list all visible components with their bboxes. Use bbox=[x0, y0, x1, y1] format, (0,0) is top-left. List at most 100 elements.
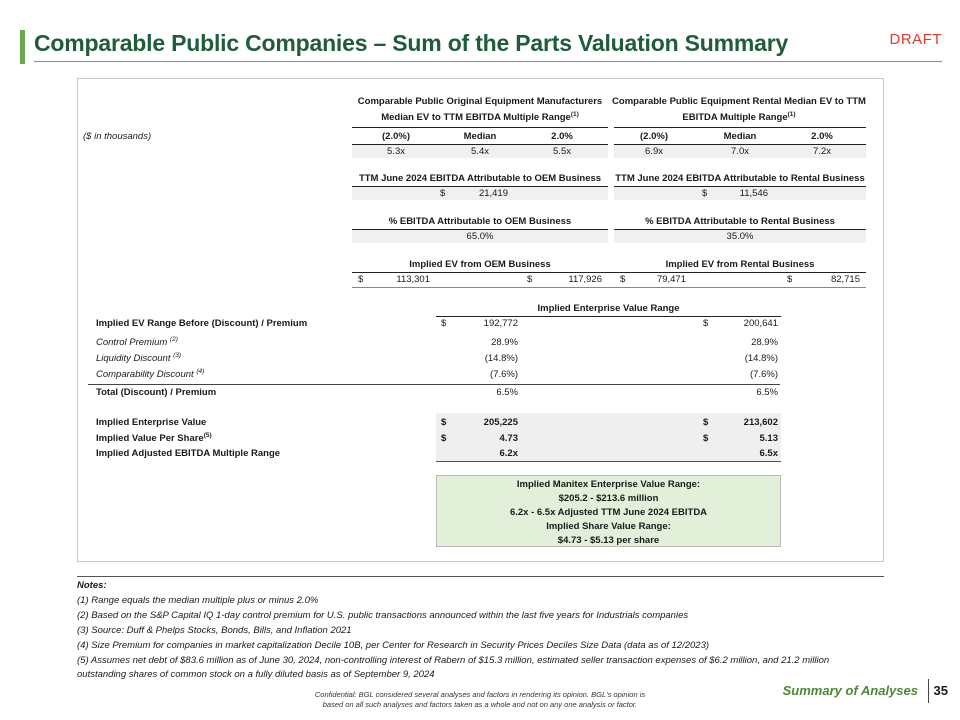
range-row-sup: (4) bbox=[196, 367, 205, 375]
oem-pct-rule bbox=[352, 229, 608, 230]
range-header-rule bbox=[436, 316, 781, 317]
summary-line: $4.73 - $5.13 per share bbox=[557, 535, 660, 546]
range-row-low: 28.9% bbox=[491, 337, 518, 348]
notes-heading: Notes: bbox=[77, 580, 107, 591]
confidential-footer: Confidential: BGL considered several ana… bbox=[280, 690, 680, 710]
oem-pct-shade bbox=[352, 230, 608, 243]
summary-line: $205.2 - $213.6 million bbox=[558, 493, 659, 504]
range-row-high: 200,641 bbox=[743, 318, 778, 329]
rental-ebitda-rule bbox=[614, 186, 866, 187]
oem-mult-low: 5.3x bbox=[387, 146, 405, 157]
rental-ev-label: Implied EV from Rental Business bbox=[665, 259, 815, 270]
oem-ev-low-currency: $ bbox=[358, 274, 364, 285]
title-accent-bar bbox=[20, 30, 25, 64]
oem-col-mid: Median bbox=[463, 131, 497, 142]
oem-col-rule bbox=[352, 144, 608, 145]
oem-multiples-shade bbox=[352, 145, 608, 158]
confidential-line: Confidential: BGL considered several ana… bbox=[314, 690, 646, 699]
range-row-low: 205,225 bbox=[483, 417, 518, 428]
oem-ev-low: 113,301 bbox=[396, 274, 430, 285]
oem-col-low: (2.0%) bbox=[382, 131, 410, 142]
range-row-label: Implied Value Per Share(5) bbox=[96, 431, 212, 444]
note-line: (1) Range equals the median multiple plu… bbox=[77, 595, 319, 606]
range-row-low: (14.8%) bbox=[484, 353, 518, 364]
range-header: Implied Enterprise Value Range bbox=[537, 303, 680, 314]
range-row-low: (7.6%) bbox=[490, 369, 518, 380]
draft-label: DRAFT bbox=[889, 31, 942, 48]
note-line: (3) Source: Duff & Phelps Stocks, Bonds,… bbox=[77, 625, 352, 636]
summary-line: Implied Share Value Range: bbox=[546, 521, 671, 532]
range-row-high: 6.5x bbox=[759, 448, 779, 459]
oem-ebitda-value: 21,419 bbox=[478, 188, 508, 199]
oem-header-sup: (1) bbox=[570, 110, 579, 118]
range-row-high: 213,602 bbox=[743, 417, 778, 428]
results-shade bbox=[436, 413, 781, 461]
page-number: 35 bbox=[933, 683, 948, 698]
range-row-high: (7.6%) bbox=[750, 369, 778, 380]
summary-line: Implied Manitex Enterprise Value Range: bbox=[516, 479, 701, 490]
range-row-high-currency: $ bbox=[703, 318, 709, 329]
rental-ebitda-label: TTM June 2024 EBITDA Attributable to Ren… bbox=[615, 173, 865, 184]
title-rule bbox=[34, 61, 942, 62]
page-title: Comparable Public Companies – Sum of the… bbox=[34, 30, 789, 56]
range-row-high: (14.8%) bbox=[744, 353, 778, 364]
oem-header-line1: Comparable Public Original Equipment Man… bbox=[357, 96, 603, 107]
range-row-label: Total (Discount) / Premium bbox=[96, 387, 217, 398]
rental-ev-high-currency: $ bbox=[787, 274, 793, 285]
oem-ebitda-currency: $ bbox=[440, 188, 446, 199]
rental-mult-high: 7.2x bbox=[813, 146, 831, 157]
footer-divider bbox=[928, 679, 929, 703]
summary-line: 6.2x - 6.5x Adjusted TTM June 2024 EBITD… bbox=[509, 507, 708, 518]
oem-ebitda-rule bbox=[352, 186, 608, 187]
units-label: ($ in thousands) bbox=[83, 131, 152, 142]
range-row-label: Implied Enterprise Value bbox=[96, 417, 207, 428]
note-line: (5) Assumes net debt of $83.6 million as… bbox=[77, 655, 830, 666]
rental-header-line2: EBITDA Multiple Range bbox=[682, 112, 788, 123]
range-row-low: 4.73 bbox=[499, 433, 519, 444]
range-row-high-currency: $ bbox=[703, 417, 709, 428]
rental-multiples-shade bbox=[614, 145, 866, 158]
range-row-low: 6.2x bbox=[499, 448, 519, 459]
oem-pct-label: % EBITDA Attributable to OEM Business bbox=[388, 216, 572, 227]
note-line: (2) Based on the S&P Capital IQ 1-day co… bbox=[77, 610, 689, 621]
oem-header-rule bbox=[352, 127, 608, 128]
oem-ebitda-shade bbox=[352, 187, 608, 200]
rental-header-line1: Comparable Public Equipment Rental Media… bbox=[612, 96, 866, 107]
range-row-high: 28.9% bbox=[751, 337, 778, 348]
rental-pct-rule bbox=[614, 229, 866, 230]
summary-box: Implied Manitex Enterprise Value Range: … bbox=[436, 475, 781, 547]
oem-pct-value: 65.0% bbox=[466, 231, 494, 242]
total-rule bbox=[88, 384, 780, 385]
rental-mult-low: 6.9x bbox=[645, 146, 663, 157]
rental-col-rule bbox=[614, 144, 866, 145]
section-label: Summary of Analyses bbox=[782, 683, 918, 698]
results-bottom-rule bbox=[436, 461, 781, 462]
oem-ev-label: Implied EV from OEM Business bbox=[409, 259, 551, 270]
range-row-label: Implied EV Range Before (Discount) / Pre… bbox=[96, 318, 308, 329]
range-row-label: Comparability Discount (4) bbox=[96, 367, 205, 380]
confidential-line: based on all such analyses and factors t… bbox=[322, 700, 638, 709]
range-row-sup: (2) bbox=[169, 335, 178, 343]
rental-ev-high: 82,715 bbox=[830, 274, 860, 285]
rental-pct-value: 35.0% bbox=[726, 231, 754, 242]
rental-ebitda-shade bbox=[614, 187, 866, 200]
rental-pct-label: % EBITDA Attributable to Rental Business bbox=[645, 216, 835, 227]
range-row-low-currency: $ bbox=[441, 433, 447, 444]
ev-bottom-rule bbox=[352, 287, 866, 288]
range-row-low: 6.5% bbox=[496, 387, 518, 398]
notes-rule bbox=[77, 576, 884, 577]
range-row-high-currency: $ bbox=[703, 433, 709, 444]
oem-ev-high: 117,926 bbox=[568, 274, 602, 285]
rental-ebitda-value: 11,546 bbox=[739, 188, 768, 199]
rental-pct-shade bbox=[614, 230, 866, 243]
range-row-sup: (3) bbox=[173, 351, 182, 359]
range-row-high: 6.5% bbox=[756, 387, 778, 398]
rental-header-rule bbox=[614, 127, 866, 128]
oem-mult-high: 5.5x bbox=[553, 146, 571, 157]
range-row-label: Control Premium (2) bbox=[96, 335, 178, 348]
oem-ev-high-currency: $ bbox=[527, 274, 533, 285]
oem-col-high: 2.0% bbox=[551, 131, 573, 142]
range-row-high: 5.13 bbox=[759, 433, 779, 444]
note-line: outstanding shares of common stock on a … bbox=[77, 669, 435, 680]
rental-col-low: (2.0%) bbox=[640, 131, 668, 142]
